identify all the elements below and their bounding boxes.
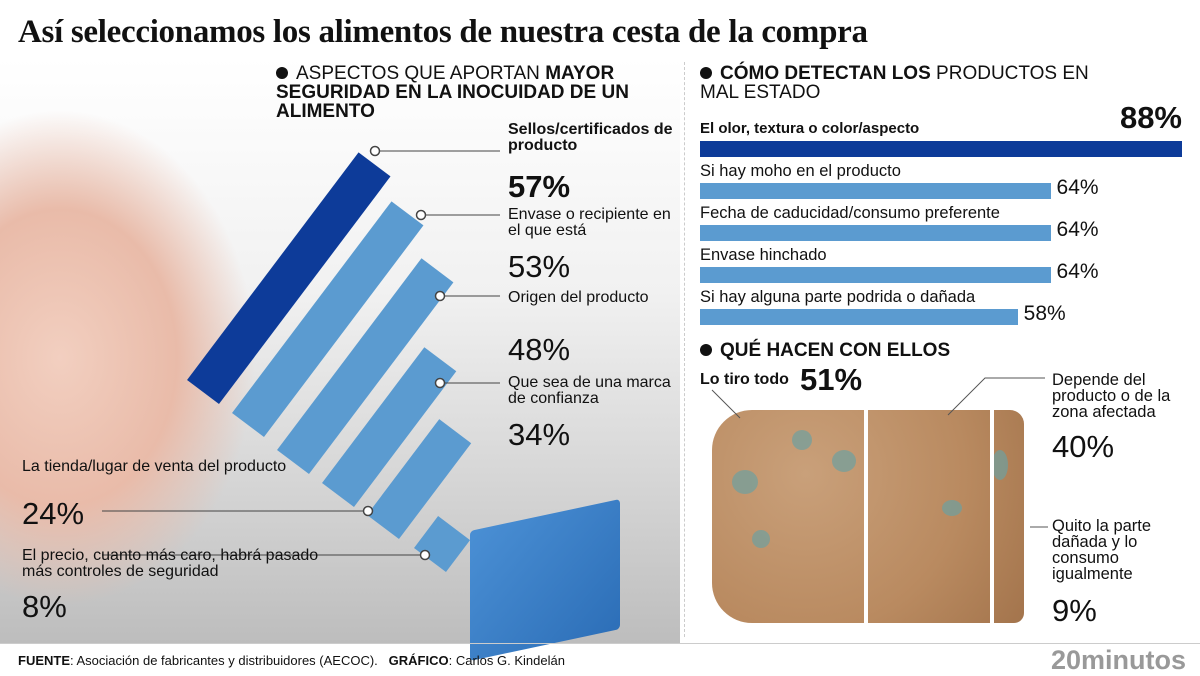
diagonal-bar-4 (367, 419, 472, 540)
hbar-value-4: 58% (1023, 302, 1066, 325)
hbar-label-2: Fecha de caducidad/consumo preferente (700, 204, 1000, 222)
bar-label-3: Que sea de una marca de confianza (508, 374, 671, 407)
leader-dot (415, 209, 427, 221)
bread-label-1: Depende del producto o de la zona afecta… (1052, 371, 1171, 421)
hbar-label-4: Si hay alguna parte podrida o dañada (700, 288, 976, 306)
leader-dot (434, 290, 446, 302)
hbar-3 (700, 267, 1051, 283)
bullet-icon (276, 67, 288, 79)
hbar-1 (700, 183, 1051, 199)
footer: FUENTE: Asociación de fabricantes y dist… (0, 643, 1200, 675)
hbar-label-0: El olor, textura o color/aspecto (700, 120, 920, 137)
hbar-value-2: 64% (1056, 218, 1099, 241)
divider (684, 62, 685, 637)
bottom-heading: QUÉ HACEN CON ELLOS (700, 341, 950, 360)
diagonal-bar-chart (102, 145, 500, 573)
slice-divider (990, 405, 994, 630)
leader-dot (369, 145, 381, 157)
bread-pct-0: 51% (800, 362, 863, 397)
bar-label-1: Envase o recipiente en el que está (508, 206, 671, 239)
bullet-icon (700, 67, 712, 79)
leader-dot (434, 377, 446, 389)
bread-pct-1: 40% (1052, 429, 1115, 464)
leader-dot (419, 549, 431, 561)
hbar-value-1: 64% (1056, 176, 1099, 199)
bar-value-0: 57% (508, 169, 571, 204)
bar-label-2: Origen del producto (508, 289, 649, 306)
bar-value-3: 34% (508, 417, 571, 452)
bullet-icon (700, 344, 712, 356)
hbar-label-3: Envase hinchado (700, 246, 827, 264)
bar-value-5: 8% (22, 589, 67, 624)
leader-dot (362, 505, 374, 517)
hbar-4 (700, 309, 1018, 325)
bar-value-4: 24% (22, 496, 85, 531)
hbar-0 (700, 141, 1182, 157)
bar-label-0: Sellos/certificados de producto (508, 121, 673, 154)
diagonal-bar-2 (277, 258, 454, 475)
diagonal-bar-3 (322, 347, 457, 508)
credits: FUENTE: Asociación de fabricantes y dist… (18, 653, 565, 668)
hbar-label-1: Si hay moho en el producto (700, 162, 901, 180)
moldy-bread-image (712, 410, 1024, 623)
hbar-value-3: 64% (1056, 260, 1099, 283)
logo: 20minutos (1050, 645, 1186, 675)
hbar-value-0: 88% (1119, 100, 1182, 135)
right-heading: CÓMO DETECTAN LOS PRODUCTOS EN MAL ESTAD… (700, 63, 1089, 103)
diagonal-bar-5 (414, 516, 471, 573)
bar-value-1: 53% (508, 249, 571, 284)
bar-label-5: El precio, cuanto más caro, habrá pasado… (22, 547, 319, 580)
diagonal-bar-0 (187, 152, 391, 405)
diagonal-bar-1 (232, 201, 424, 438)
bread-label-0: Lo tiro todo (700, 371, 789, 388)
bar-value-2: 48% (508, 332, 571, 367)
left-heading: ASPECTOS QUE APORTAN MAYOR SEGURIDAD EN … (276, 63, 629, 122)
bread-label-2: Quito la parte dañada y lo consumo igual… (1052, 517, 1152, 583)
bar-label-4: La tienda/lugar de venta del producto (22, 458, 287, 475)
page-title: Así seleccionamos los alimentos de nuest… (18, 14, 868, 50)
hbar-2 (700, 225, 1051, 241)
bread-pct-2: 9% (1052, 593, 1097, 628)
slice-divider (864, 405, 868, 630)
